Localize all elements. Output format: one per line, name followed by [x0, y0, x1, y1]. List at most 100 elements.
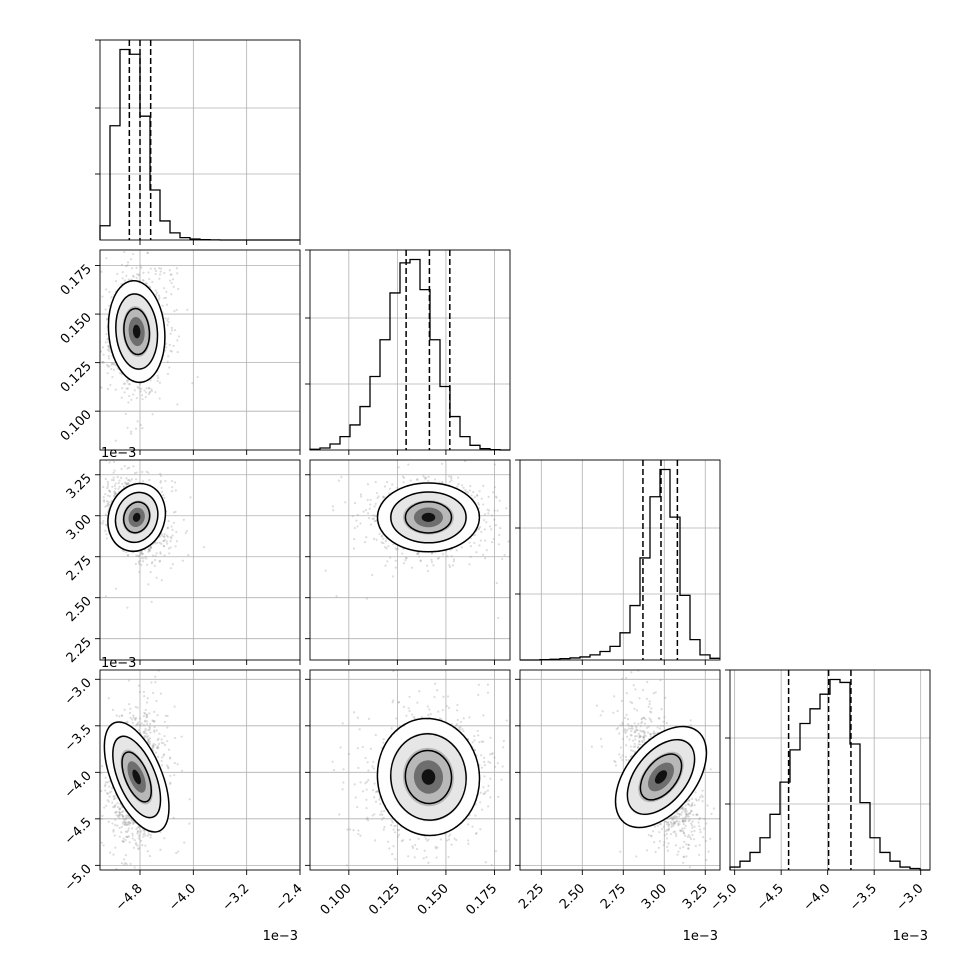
x-tick-label: −4.5 — [754, 881, 787, 914]
histogram-bin — [380, 340, 390, 450]
histogram-bin — [610, 646, 620, 660]
histogram-bin — [830, 680, 840, 870]
histogram-bin — [330, 444, 340, 450]
histogram-bin — [740, 861, 750, 870]
contour-line — [121, 751, 153, 803]
x-tick-label: 2.75 — [598, 881, 629, 912]
x-tick-label: −2.4 — [273, 881, 306, 914]
histogram-bin — [160, 221, 170, 240]
contour-line — [614, 725, 708, 829]
y-tick-label: 3.00 — [64, 512, 95, 543]
histogram-bin — [100, 226, 110, 240]
histogram-bin — [140, 116, 150, 240]
x-tick-label: 3.25 — [680, 881, 711, 912]
histogram-bin — [400, 263, 410, 450]
contour-line — [626, 738, 696, 816]
histogram-bin — [750, 852, 760, 870]
histogram-bin — [150, 190, 160, 240]
x-tick-label: 0.175 — [463, 881, 500, 918]
scatter-panel-2-1 — [305, 459, 511, 665]
y-tick-label: 0.150 — [58, 310, 95, 347]
histogram-bin — [650, 497, 660, 660]
contour-line — [112, 735, 162, 819]
histogram-bin — [760, 838, 770, 870]
histogram-bin — [810, 709, 820, 870]
x-tick-label: −3.2 — [220, 881, 253, 914]
histogram-bin — [600, 651, 610, 660]
contour-line — [390, 733, 467, 821]
histogram-bin — [360, 407, 370, 450]
x-tick-label: −3.5 — [847, 881, 880, 914]
histogram-bin — [690, 640, 700, 660]
histogram-bin — [880, 852, 890, 870]
contour-line — [404, 501, 453, 534]
y-tick-label: 3.25 — [64, 471, 95, 502]
density-level — [654, 770, 668, 784]
histogram-bin — [620, 633, 630, 660]
y-tick-label: 0.125 — [58, 359, 95, 396]
histogram-bin — [630, 606, 640, 660]
y-tick-label: −4.0 — [62, 769, 95, 802]
scatter-panel-3-1: 0.100 0.125 0.150 0.175 — [305, 669, 511, 918]
y-tick-label: 0.100 — [58, 407, 95, 444]
scatter-panel-2-0: 2.25 2.50 2.75 3.00 3.25 1e−3 — [64, 446, 301, 666]
x-tick-label: −3.0 — [894, 881, 927, 914]
contour-line — [404, 749, 453, 805]
contour-line — [639, 753, 683, 801]
x-offset-label: 1e−3 — [683, 929, 718, 944]
density-level — [421, 769, 436, 785]
histogram-bin — [860, 803, 870, 870]
histogram-bin — [370, 376, 380, 450]
contour-line — [115, 293, 159, 370]
y-tick-label: −3.0 — [62, 676, 95, 709]
x-tick-label: −4.8 — [113, 881, 146, 914]
histogram-bin — [110, 126, 120, 240]
contour-line — [107, 482, 167, 552]
x-tick-label: 0.100 — [318, 881, 355, 918]
histogram-bin — [410, 260, 420, 450]
histogram-bin — [420, 290, 430, 450]
y-tick-label: −5.0 — [62, 862, 95, 895]
density-level — [421, 512, 436, 522]
histogram-panel-1 — [305, 249, 511, 455]
histogram-bin — [130, 54, 140, 240]
contour-line — [390, 491, 467, 544]
y-tick-label: 0.175 — [58, 262, 95, 299]
contour-line — [107, 279, 166, 384]
contour-line — [122, 501, 151, 534]
histogram-bin — [840, 682, 850, 870]
x-tick-label: 0.150 — [415, 881, 452, 918]
histogram-bin — [670, 517, 680, 660]
density-level — [132, 769, 141, 785]
x-tick-label: 2.50 — [557, 881, 588, 912]
histogram-bin — [800, 723, 810, 870]
contour-line — [376, 482, 481, 553]
y-tick-label: 2.50 — [64, 594, 95, 625]
histogram-step — [729, 678, 930, 871]
x-tick-label: −4.0 — [166, 881, 199, 914]
x-tick-label: 0.125 — [366, 881, 403, 918]
histogram-step — [520, 468, 720, 661]
x-tick-label: −5.0 — [708, 881, 741, 914]
x-tick-label: −4.0 — [801, 881, 834, 914]
histogram-bin — [430, 340, 440, 450]
histogram-bin — [890, 861, 900, 870]
x-offset-label: 1e−3 — [893, 929, 928, 944]
histogram-bin — [390, 293, 400, 450]
histogram-bin — [350, 425, 360, 450]
x-tick-label: 3.00 — [639, 881, 670, 912]
histogram-bin — [120, 50, 130, 240]
histogram-step — [309, 258, 510, 451]
histogram-bin — [680, 595, 690, 660]
histogram-panel-0 — [95, 39, 301, 245]
histogram-bin — [640, 558, 650, 660]
y-tick-label: 2.75 — [64, 553, 95, 584]
histogram-bin — [590, 655, 600, 660]
histogram-bin — [770, 814, 780, 870]
contour-line — [123, 307, 151, 356]
density-level — [132, 512, 141, 522]
histogram-bin — [870, 838, 880, 870]
histogram-bin — [460, 437, 470, 450]
histogram-bin — [440, 387, 450, 450]
